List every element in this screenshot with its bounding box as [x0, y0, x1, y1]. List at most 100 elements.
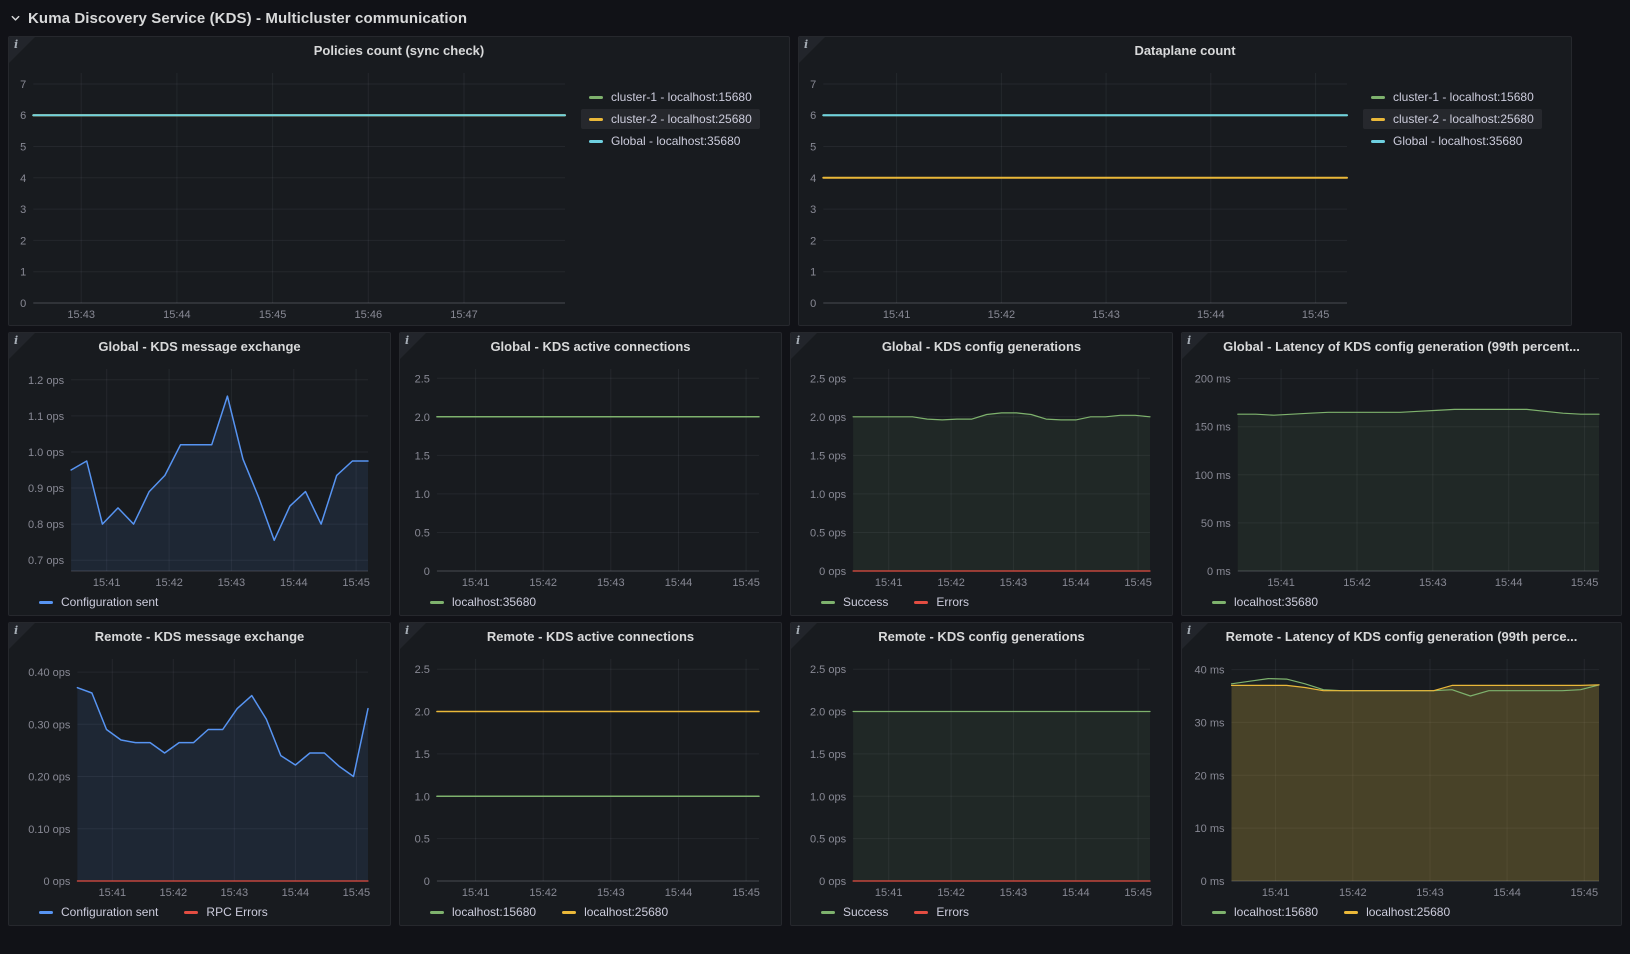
legend-item[interactable]: localhost:25680	[1336, 902, 1458, 922]
panel-row-1: i Policies count (sync check) 7654321015…	[8, 36, 1622, 326]
legend-item[interactable]: Success	[813, 902, 896, 922]
svg-text:150 ms: 150 ms	[1195, 422, 1232, 434]
legend-item[interactable]: localhost:35680	[1204, 592, 1326, 612]
legend-swatch-icon	[562, 911, 576, 914]
legend-item[interactable]: Configuration sent	[31, 592, 166, 612]
svg-text:15:44: 15:44	[1062, 887, 1090, 899]
legend-item[interactable]: Errors	[906, 592, 977, 612]
svg-text:15:43: 15:43	[221, 887, 249, 899]
chart-canvas[interactable]: 40 ms30 ms20 ms10 ms0 ms15:4115:4215:431…	[1186, 651, 1613, 901]
row-header-kds[interactable]: Kuma Discovery Service (KDS) - Multiclus…	[8, 0, 1622, 36]
svg-text:0: 0	[424, 566, 430, 578]
legend-label: localhost:35680	[1234, 595, 1318, 609]
svg-text:2.0 ops: 2.0 ops	[810, 412, 847, 424]
legend-item[interactable]: localhost:15680	[422, 902, 544, 922]
info-icon: i	[405, 624, 409, 637]
svg-text:0.5: 0.5	[415, 528, 430, 540]
legend-item[interactable]: Global - localhost:35680	[1363, 131, 1530, 151]
svg-text:7: 7	[20, 79, 26, 91]
chart-canvas[interactable]: 0.40 ops0.30 ops0.20 ops0.10 ops0 ops15:…	[13, 651, 382, 901]
svg-text:15:47: 15:47	[450, 309, 478, 321]
panel-title[interactable]: Global - KDS message exchange	[9, 333, 390, 359]
legend-swatch-icon	[1212, 601, 1226, 604]
legend-item[interactable]: Errors	[906, 902, 977, 922]
svg-text:3: 3	[20, 204, 26, 216]
chart-canvas[interactable]: 2.5 ops2.0 ops1.5 ops1.0 ops0.5 ops0 ops…	[795, 651, 1164, 901]
panel-info-icon[interactable]: i	[9, 623, 35, 649]
svg-text:0 ms: 0 ms	[1201, 876, 1225, 888]
legend-swatch-icon	[589, 140, 603, 143]
panel-info-icon[interactable]: i	[9, 37, 35, 63]
legend-label: localhost:15680	[1234, 905, 1318, 919]
row-title: Kuma Discovery Service (KDS) - Multiclus…	[28, 10, 467, 27]
legend-item[interactable]: RPC Errors	[176, 902, 275, 922]
legend-item[interactable]: localhost:35680	[422, 592, 544, 612]
panel-title[interactable]: Remote - KDS message exchange	[9, 623, 390, 649]
svg-text:0 ops: 0 ops	[819, 566, 846, 578]
svg-text:15:46: 15:46	[355, 309, 383, 321]
panel-info-icon[interactable]: i	[9, 333, 35, 359]
svg-text:1.1 ops: 1.1 ops	[28, 411, 65, 423]
panel-title[interactable]: Remote - Latency of KDS config generatio…	[1182, 623, 1621, 649]
legend-item[interactable]: cluster-1 - localhost:15680	[581, 87, 760, 107]
info-icon: i	[1187, 624, 1191, 637]
chart-canvas[interactable]: 1.2 ops1.1 ops1.0 ops0.9 ops0.8 ops0.7 o…	[13, 361, 382, 591]
panel-info-icon[interactable]: i	[799, 37, 825, 63]
panel-info-icon[interactable]: i	[791, 333, 817, 359]
legend-item[interactable]: Global - localhost:35680	[581, 131, 748, 151]
panel-info-icon[interactable]: i	[1182, 333, 1208, 359]
panel-title[interactable]: Policies count (sync check)	[9, 37, 789, 63]
svg-text:15:41: 15:41	[93, 577, 121, 589]
svg-text:0 ops: 0 ops	[819, 876, 846, 888]
legend-item[interactable]: Success	[813, 592, 896, 612]
svg-text:20 ms: 20 ms	[1195, 770, 1225, 782]
legend: Configuration sent RPC Errors	[13, 901, 382, 923]
svg-text:15:45: 15:45	[343, 887, 371, 899]
svg-text:15:43: 15:43	[67, 309, 95, 321]
legend: Success Errors	[795, 901, 1164, 923]
svg-text:0.8 ops: 0.8 ops	[28, 519, 65, 531]
svg-text:5: 5	[20, 142, 26, 154]
svg-text:15:45: 15:45	[1571, 577, 1599, 589]
panel-info-icon[interactable]: i	[400, 333, 426, 359]
svg-text:15:44: 15:44	[280, 577, 308, 589]
panel-title[interactable]: Global - KDS config generations	[791, 333, 1172, 359]
panel-info-icon[interactable]: i	[400, 623, 426, 649]
panel-title[interactable]: Global - KDS active connections	[400, 333, 781, 359]
panel-title[interactable]: Dataplane count	[799, 37, 1571, 63]
legend-label: Global - localhost:35680	[1393, 134, 1522, 148]
svg-text:15:44: 15:44	[163, 309, 191, 321]
legend-item[interactable]: Configuration sent	[31, 902, 166, 922]
svg-text:15:41: 15:41	[875, 887, 903, 899]
legend-swatch-icon	[430, 601, 444, 604]
legend-swatch-icon	[184, 911, 198, 914]
chart-canvas[interactable]: 200 ms150 ms100 ms50 ms0 ms15:4115:4215:…	[1186, 361, 1613, 591]
legend-item[interactable]: cluster-1 - localhost:15680	[1363, 87, 1542, 107]
chart-canvas[interactable]: 2.5 ops2.0 ops1.5 ops1.0 ops0.5 ops0 ops…	[795, 361, 1164, 591]
svg-text:15:45: 15:45	[732, 887, 760, 899]
svg-text:2.0: 2.0	[415, 412, 430, 424]
svg-text:15:45: 15:45	[342, 577, 370, 589]
legend-swatch-icon	[1212, 911, 1226, 914]
legend-swatch-icon	[589, 96, 603, 99]
panel-info-icon[interactable]: i	[791, 623, 817, 649]
chart-canvas[interactable]: 7654321015:4115:4215:4315:4415:45	[803, 65, 1361, 323]
legend-item[interactable]: localhost:15680	[1204, 902, 1326, 922]
legend-item[interactable]: cluster-2 - localhost:25680	[1363, 109, 1542, 129]
legend-label: cluster-1 - localhost:15680	[611, 90, 752, 104]
legend-swatch-icon	[1371, 96, 1385, 99]
panel-title[interactable]: Global - Latency of KDS config generatio…	[1182, 333, 1621, 359]
svg-text:15:42: 15:42	[988, 309, 1016, 321]
legend-item[interactable]: cluster-2 - localhost:25680	[581, 109, 760, 129]
panel-info-icon[interactable]: i	[1182, 623, 1208, 649]
legend-item[interactable]: localhost:25680	[554, 902, 676, 922]
svg-text:15:42: 15:42	[1343, 577, 1371, 589]
svg-text:15:42: 15:42	[529, 887, 557, 899]
panel-title[interactable]: Remote - KDS config generations	[791, 623, 1172, 649]
chart-canvas[interactable]: 2.52.01.51.00.5015:4115:4215:4315:4415:4…	[404, 651, 773, 901]
chart-canvas[interactable]: 2.52.01.51.00.5015:4115:4215:4315:4415:4…	[404, 361, 773, 591]
panel-title[interactable]: Remote - KDS active connections	[400, 623, 781, 649]
svg-text:3: 3	[810, 204, 816, 216]
svg-text:0: 0	[424, 876, 430, 888]
chart-canvas[interactable]: 7654321015:4315:4415:4515:4615:47	[13, 65, 579, 323]
